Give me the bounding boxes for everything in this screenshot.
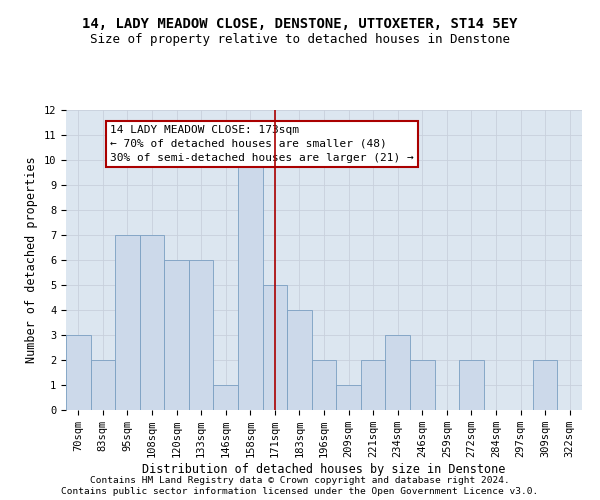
Bar [189,260,214,410]
Y-axis label: Number of detached properties: Number of detached properties [25,156,38,364]
Text: Size of property relative to detached houses in Denstone: Size of property relative to detached ho… [90,32,510,46]
Bar [238,160,263,410]
Bar [459,360,484,410]
Bar [66,335,91,410]
Bar [361,360,385,410]
Text: Contains public sector information licensed under the Open Government Licence v3: Contains public sector information licen… [61,487,539,496]
Text: 14 LADY MEADOW CLOSE: 173sqm
← 70% of detached houses are smaller (48)
30% of se: 14 LADY MEADOW CLOSE: 173sqm ← 70% of de… [110,125,414,163]
Bar [533,360,557,410]
X-axis label: Distribution of detached houses by size in Denstone: Distribution of detached houses by size … [142,463,506,476]
Bar [140,235,164,410]
Bar [410,360,434,410]
Text: 14, LADY MEADOW CLOSE, DENSTONE, UTTOXETER, ST14 5EY: 14, LADY MEADOW CLOSE, DENSTONE, UTTOXET… [82,18,518,32]
Bar [312,360,336,410]
Text: Contains HM Land Registry data © Crown copyright and database right 2024.: Contains HM Land Registry data © Crown c… [90,476,510,485]
Bar [115,235,140,410]
Bar [164,260,189,410]
Bar [214,385,238,410]
Bar [336,385,361,410]
Bar [91,360,115,410]
Bar [287,310,312,410]
Bar [263,285,287,410]
Bar [385,335,410,410]
